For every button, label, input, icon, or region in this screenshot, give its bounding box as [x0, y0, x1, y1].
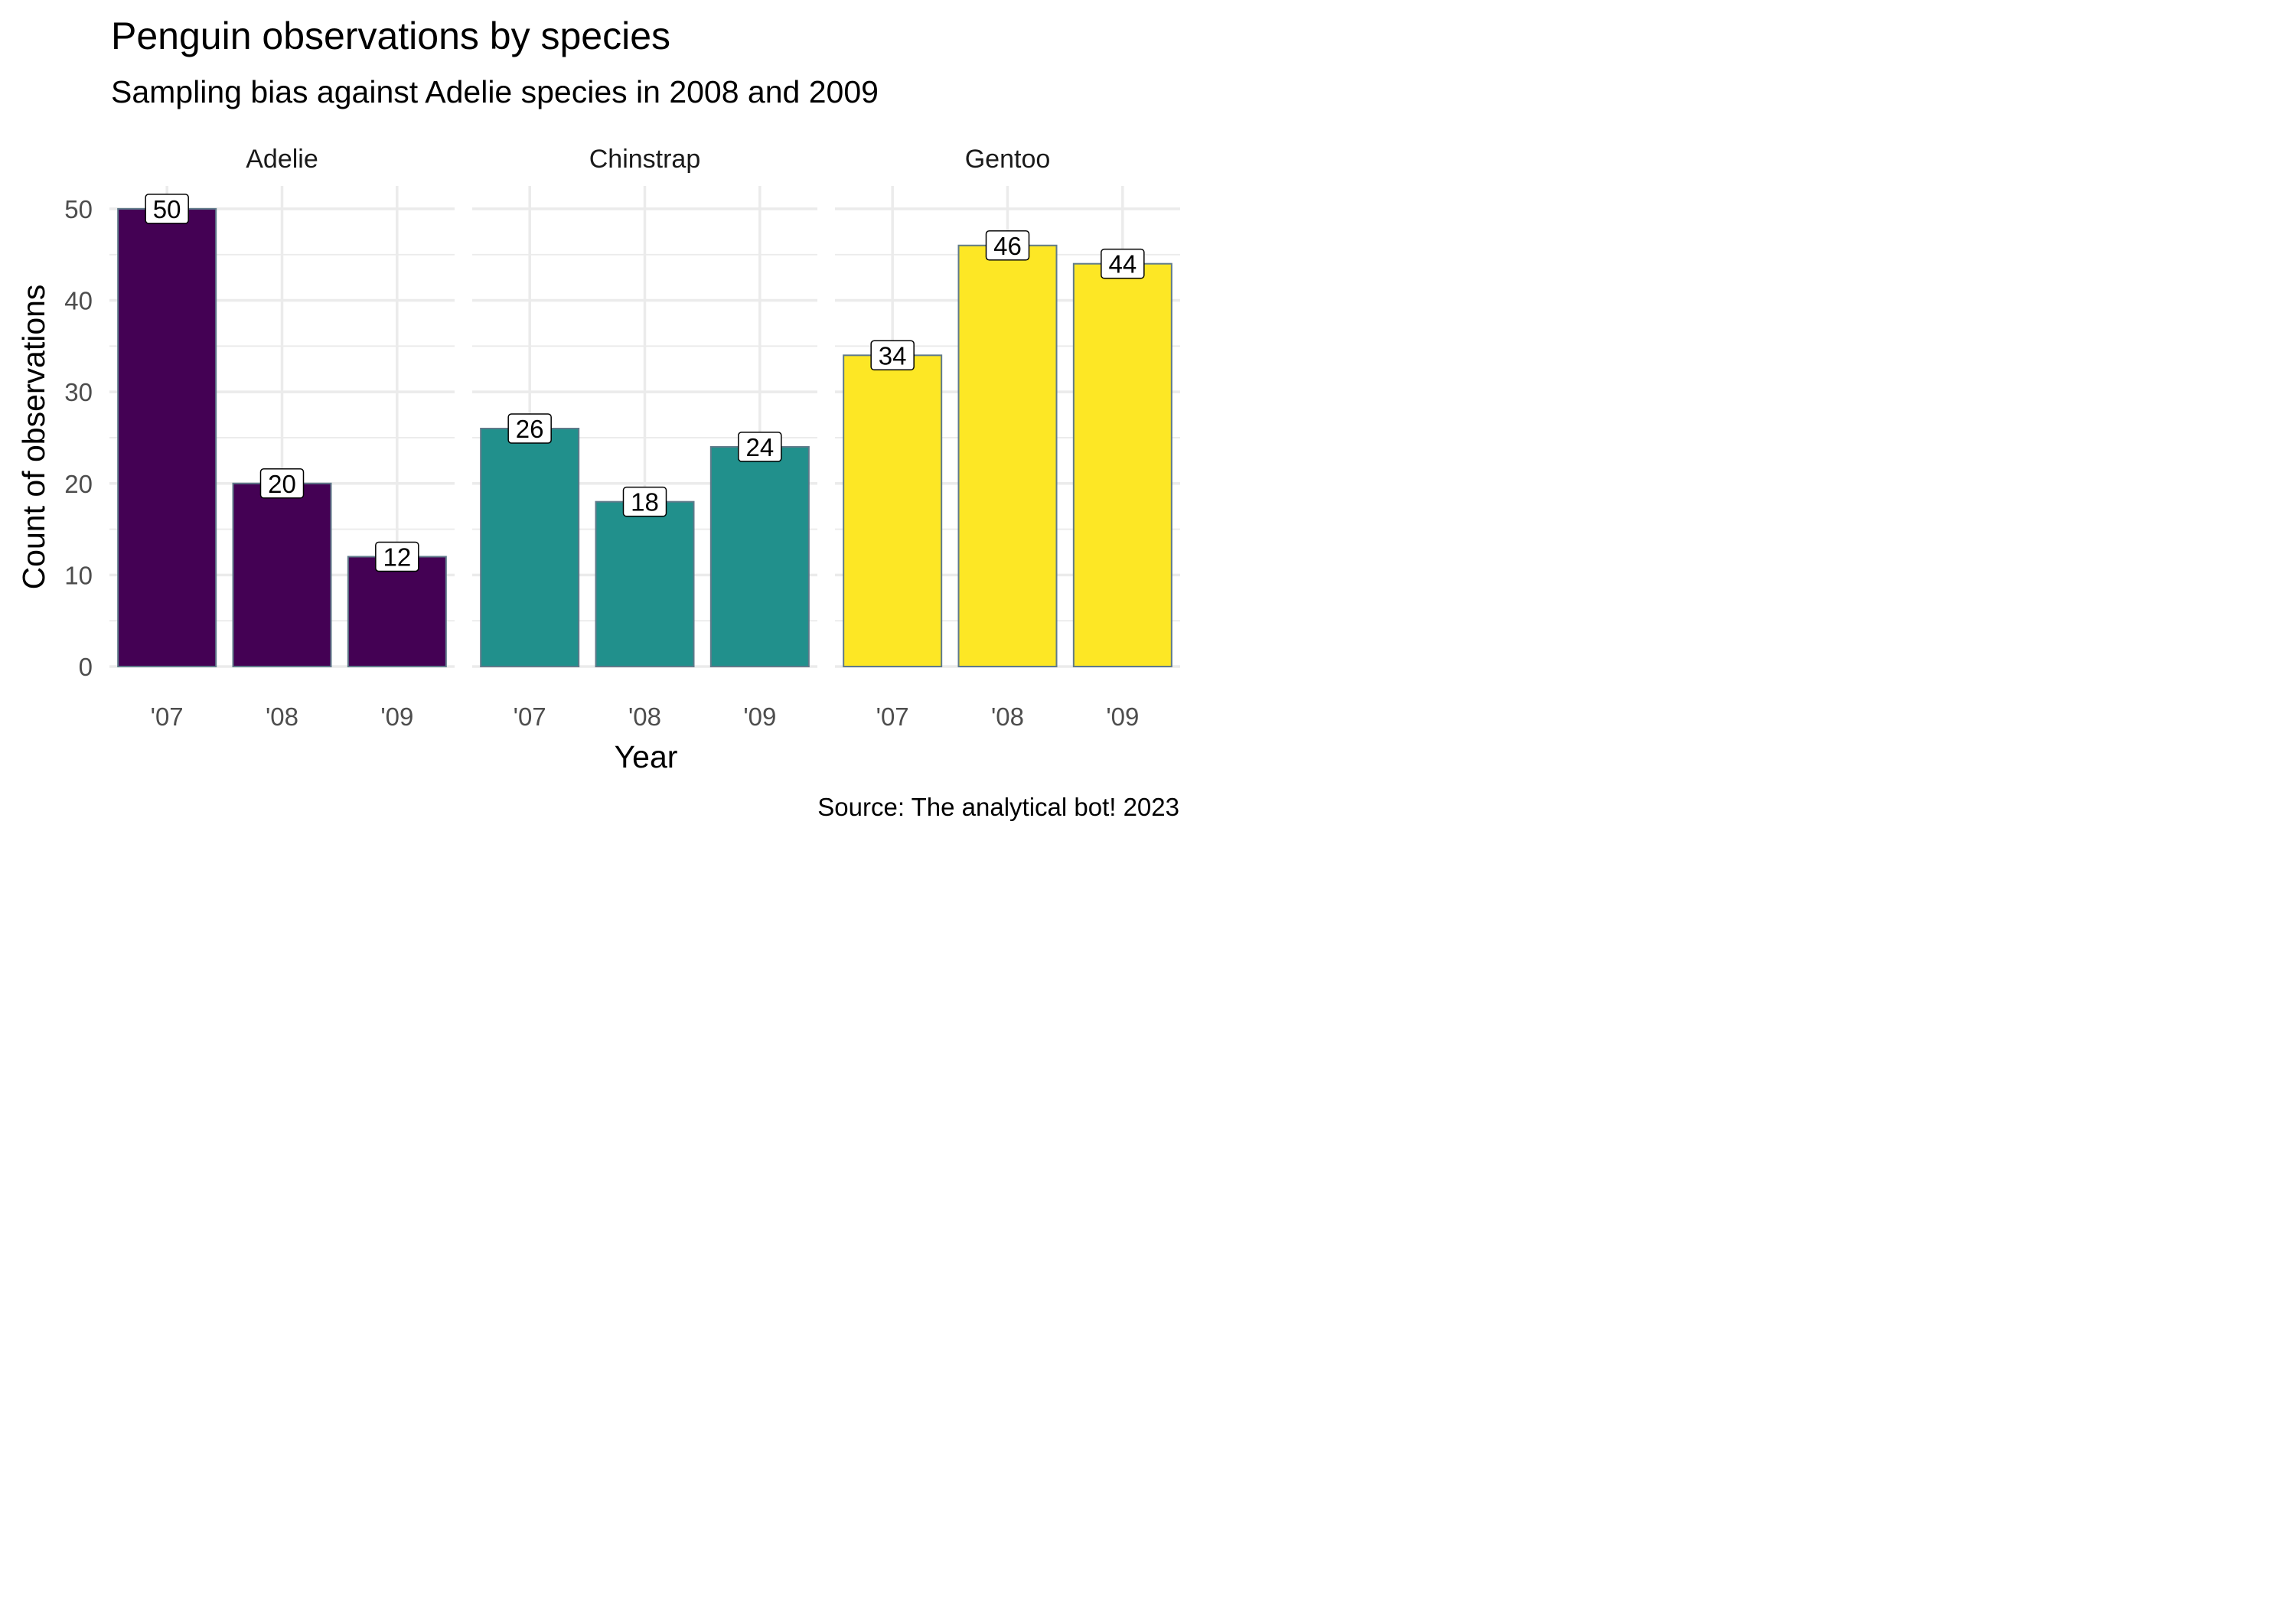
data-label-text: 44	[1108, 250, 1137, 279]
data-label-text: 50	[153, 195, 181, 223]
data-label-text: 34	[879, 341, 907, 370]
y-tick-label: 50	[64, 195, 93, 223]
y-tick-label: 10	[64, 561, 93, 589]
data-label-box	[622, 486, 667, 517]
x-tick-label: '09	[1106, 702, 1139, 731]
data-label: 20	[259, 468, 305, 499]
facet-strip-label: Adelie	[246, 145, 318, 174]
data-label-text: 20	[268, 470, 296, 498]
data-label-box	[145, 194, 189, 224]
chart-caption: Source: The analytical bot! 2023	[817, 793, 1179, 821]
data-label-text: 46	[993, 232, 1022, 260]
bar	[117, 207, 217, 667]
data-label: 26	[507, 413, 552, 444]
x-tick-label: '08	[991, 702, 1024, 731]
y-tick-label: 0	[79, 653, 93, 681]
bar	[709, 445, 810, 668]
y-tick-label: 30	[64, 378, 93, 406]
y-axis-title: Count of observations	[16, 285, 51, 590]
x-tick-label: '08	[266, 702, 298, 731]
data-label: 46	[985, 230, 1030, 261]
data-label-box	[259, 468, 305, 499]
bar	[347, 556, 447, 668]
facet-strip-label: Gentoo	[965, 145, 1051, 174]
data-label: 50	[145, 194, 189, 224]
data-label-text: 24	[745, 433, 774, 461]
chart: Penguin observations by species Sampling…	[0, 0, 1182, 843]
bar	[480, 427, 580, 667]
bar	[595, 500, 695, 668]
data-label-box	[738, 432, 782, 462]
data-label-box	[870, 340, 915, 371]
facet-strip-label: Chinstrap	[589, 145, 701, 174]
data-label-box	[375, 541, 419, 572]
data-label: 24	[738, 432, 782, 462]
data-label: 12	[375, 541, 419, 572]
x-tick-label: '07	[876, 702, 909, 731]
x-tick-label: '09	[380, 702, 413, 731]
y-tick-label: 20	[64, 470, 93, 498]
data-label-text: 12	[383, 543, 411, 571]
x-axis-title: Year	[615, 739, 678, 774]
data-label-box	[1101, 248, 1145, 279]
chart-title: Penguin observations by species	[111, 15, 670, 57]
data-label-text: 26	[516, 415, 544, 443]
data-label: 34	[870, 340, 915, 371]
x-tick-label: '09	[743, 702, 776, 731]
data-label-text: 18	[631, 488, 659, 517]
facet-panel-chinstrap: Chinstrap 26 '07 18 '08 24 '09	[472, 145, 817, 731]
bar	[957, 244, 1058, 667]
facet-panel-gentoo: Gentoo 34 '07 46 '08 44 '09	[835, 145, 1180, 731]
x-tick-label: '07	[151, 702, 184, 731]
chart-svg: Penguin observations by species Sampling…	[0, 0, 1182, 843]
bar	[843, 354, 943, 667]
data-label: 44	[1101, 248, 1145, 279]
bar	[1072, 262, 1172, 667]
bar	[232, 482, 332, 667]
facet-panel-adelie: Adelie 50 '07 20 '08 12 '09	[109, 145, 455, 731]
chart-subtitle: Sampling bias against Adelie species in …	[111, 74, 879, 109]
data-label-box	[985, 230, 1030, 261]
data-label-box	[507, 413, 552, 444]
y-tick-label: 40	[64, 287, 93, 315]
panels: Adelie 50 '07 20 '08 12 '09 Chinstrap 26 '07 18 '08…	[109, 145, 1180, 731]
x-tick-label: '08	[628, 702, 661, 731]
y-axis: 0 10 20 30 40 50	[64, 195, 93, 681]
data-label: 18	[622, 486, 667, 517]
x-tick-label: '07	[514, 702, 546, 731]
